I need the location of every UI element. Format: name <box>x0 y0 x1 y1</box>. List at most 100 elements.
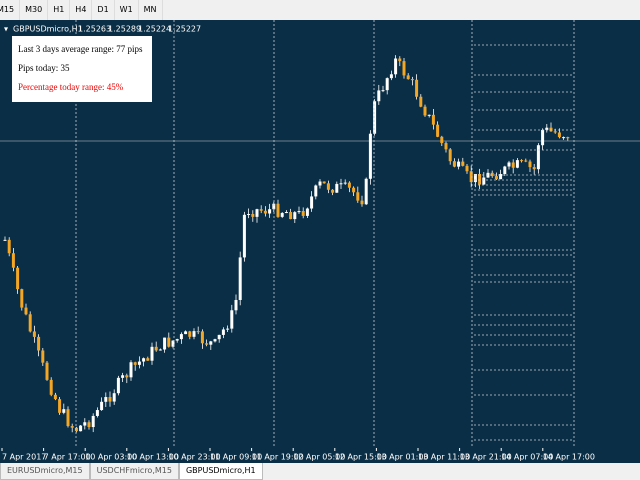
candle-body <box>419 96 423 107</box>
candle-body <box>37 336 41 351</box>
candle-body <box>192 331 196 337</box>
candle-body <box>11 253 15 268</box>
time-label: 14 Apr 17:00 <box>543 453 595 462</box>
candle-body <box>440 136 444 144</box>
candle-body <box>310 196 314 209</box>
candle-body <box>326 183 330 190</box>
candle-body <box>305 208 309 216</box>
candle-body <box>284 211 288 214</box>
open-price: 1.25263 <box>78 25 111 34</box>
candle-body <box>268 209 272 214</box>
time-label: 10 Apr 23:00 <box>168 453 220 462</box>
chart-tab[interactable]: USDCHFmicro,M15 <box>89 463 179 480</box>
candle-body <box>45 362 49 380</box>
candle-body <box>188 331 192 337</box>
time-label: 7 Apr 2017 <box>2 453 46 462</box>
candle-body <box>431 114 435 125</box>
candle-body <box>465 165 469 172</box>
candle-body <box>541 129 545 146</box>
candle-body <box>16 267 20 290</box>
candle-body <box>293 212 297 220</box>
candle-body <box>511 162 515 168</box>
candle-body <box>566 137 570 139</box>
candle-body <box>490 172 494 177</box>
candle-body <box>553 131 557 133</box>
info-line: Pips today: 35 <box>18 63 70 73</box>
candle-body <box>364 178 368 205</box>
candle-body <box>255 209 259 217</box>
candle-body <box>402 61 406 76</box>
candle-body <box>163 337 167 350</box>
candle-body <box>179 334 183 340</box>
candle-body <box>415 79 419 97</box>
candle-body <box>347 182 351 188</box>
timeframe-button[interactable]: D1 <box>92 0 115 20</box>
candle-body <box>79 425 83 432</box>
candle-body <box>520 160 524 162</box>
candle-body <box>200 331 204 344</box>
candle-body <box>331 189 335 193</box>
timeframe-button[interactable]: H1 <box>48 0 71 20</box>
candle-body <box>167 337 171 347</box>
candle-body <box>175 339 179 341</box>
candle-body <box>20 289 24 308</box>
candle-body <box>133 362 137 365</box>
timeframe-button[interactable]: H4 <box>70 0 93 20</box>
candle-body <box>230 310 234 329</box>
candle-body <box>242 214 246 258</box>
close-price: 1.25227 <box>168 25 201 34</box>
candle-body <box>448 149 452 162</box>
symbol: GBPUSDmicro,H1 <box>13 25 83 34</box>
candle-body <box>196 331 200 333</box>
candle-body <box>373 101 377 134</box>
candle-body <box>58 399 62 413</box>
candle-body <box>112 393 116 402</box>
candle-body <box>154 346 158 351</box>
candle-body <box>28 314 32 332</box>
chart-tab[interactable]: GBPUSDmicro,H1 <box>178 463 263 480</box>
time-label: 12 Apr 15:00 <box>335 453 387 462</box>
time-label: 13 Apr 01:00 <box>376 453 428 462</box>
candle-body <box>515 160 519 168</box>
chart-tab[interactable]: EURUSDmicro,M15 <box>0 463 90 480</box>
candle-body <box>318 181 322 186</box>
candle-body <box>398 58 402 62</box>
candle-body <box>53 394 57 400</box>
candle-body <box>280 213 284 217</box>
timeframe-button[interactable]: W1 <box>115 0 139 20</box>
candle-body <box>7 239 11 254</box>
candle-body <box>452 161 456 167</box>
candle-body <box>41 350 45 363</box>
candle-body <box>289 211 293 220</box>
candle-body <box>142 358 146 362</box>
timeframe-button[interactable]: MN <box>139 0 163 20</box>
candle-body <box>301 211 305 216</box>
candles <box>3 55 570 433</box>
candle-body <box>213 339 217 342</box>
candle-body <box>226 328 230 330</box>
candle-body <box>116 377 120 394</box>
time-label: 14 Apr 07:00 <box>501 453 553 462</box>
candle-body <box>3 239 7 241</box>
candle-body <box>146 358 150 361</box>
time-label: 11 Apr 09:00 <box>210 453 262 462</box>
candle-body <box>209 341 213 345</box>
timeframe-button[interactable]: M15 <box>0 0 21 20</box>
candle-body <box>494 176 498 180</box>
candle-body <box>406 75 410 80</box>
timeframe-button[interactable]: M30 <box>20 0 49 20</box>
candle-body <box>272 203 276 210</box>
candle-body <box>205 343 209 345</box>
candle-body <box>377 90 381 102</box>
candle-body <box>217 334 221 340</box>
candle-body <box>32 331 36 337</box>
candle-body <box>49 379 53 395</box>
candle-body <box>469 171 473 183</box>
candle-body <box>259 209 263 211</box>
candle-body <box>125 375 129 378</box>
candle-body <box>91 415 95 428</box>
candle-body <box>532 167 536 170</box>
candle-body <box>66 409 70 427</box>
candle-body <box>150 346 154 361</box>
